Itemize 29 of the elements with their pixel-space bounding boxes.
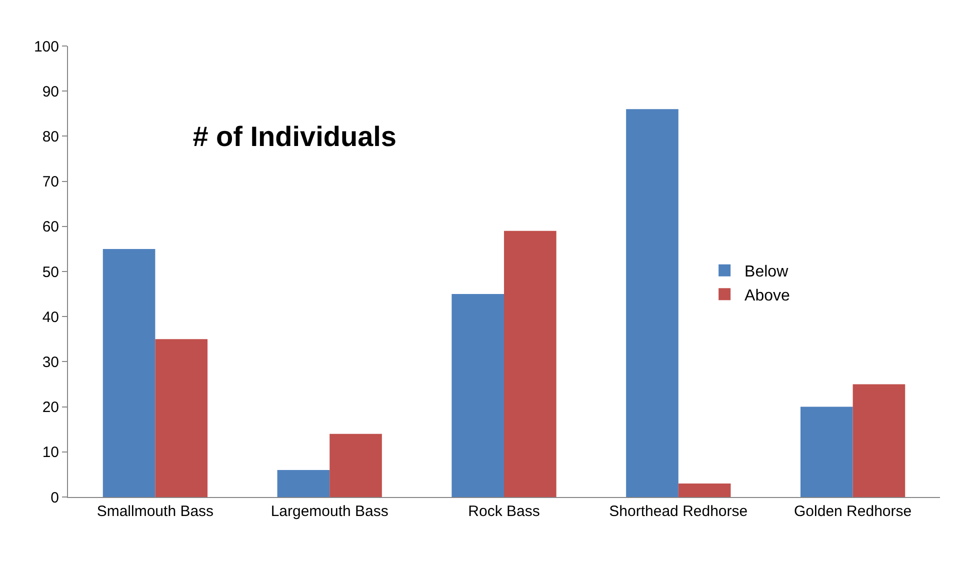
y-tick-label: 30 (42, 354, 59, 371)
legend-label: Below (744, 264, 789, 281)
y-tick-label: 90 (42, 83, 59, 100)
y-tick-label: 0 (50, 489, 59, 506)
bar (800, 406, 853, 497)
y-tick-label: 20 (42, 399, 59, 416)
bar (155, 339, 208, 497)
bar (852, 384, 906, 497)
bar (102, 248, 156, 497)
x-tick-label: Rock Bass (468, 503, 540, 520)
y-tick-label: 70 (42, 174, 59, 191)
y-tick-label: 60 (42, 218, 59, 236)
legend-label: Above (744, 287, 790, 304)
bar (330, 434, 382, 497)
bar (678, 483, 731, 497)
bar (277, 470, 330, 497)
x-tick-label: Golden Redhorse (794, 503, 912, 520)
y-tick-label: 40 (42, 308, 59, 326)
bar (626, 109, 678, 497)
y-tick-label: 100 (34, 38, 59, 56)
x-tick-label: Largemouth Bass (270, 503, 388, 520)
bar (504, 230, 556, 497)
text: # of Individuals (192, 121, 397, 152)
y-tick-label: 10 (42, 444, 59, 462)
y-tick-label: 50 (42, 264, 59, 281)
x-tick-label: Shorthead Redhorse (609, 503, 748, 520)
bar (452, 294, 504, 497)
x-tick-label: Smallmouth Bass (96, 503, 214, 520)
y-tick-label: 80 (42, 128, 59, 146)
